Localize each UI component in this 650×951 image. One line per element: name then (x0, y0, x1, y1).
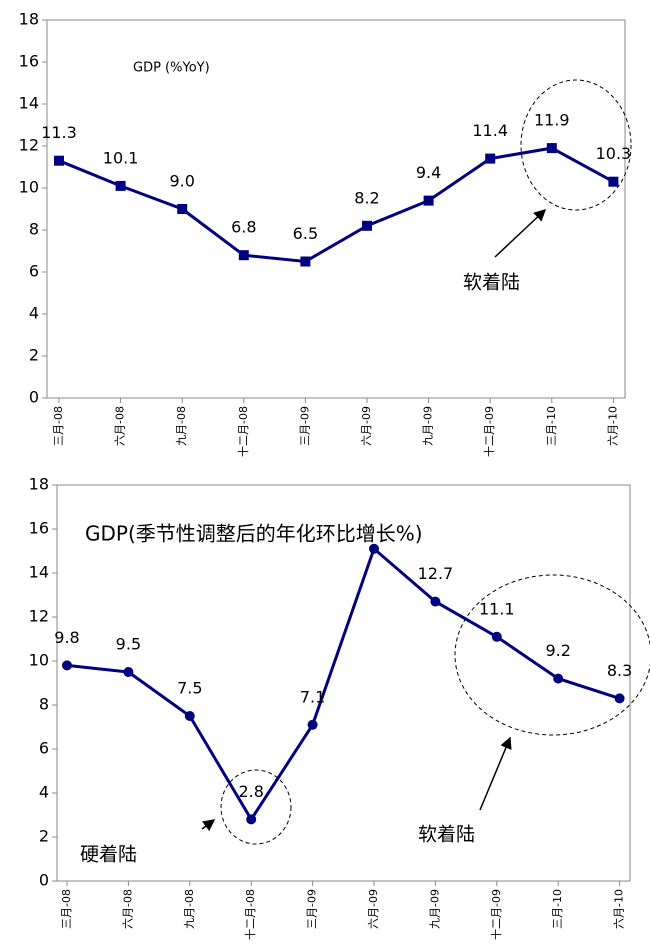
arrow (201, 819, 216, 832)
plot-frame (46, 19, 626, 399)
x-tick-label: 十二月-09 (489, 889, 503, 940)
chart-subtitle: GDP (%YoY) (133, 61, 210, 76)
data-label: 9.2 (545, 641, 570, 660)
y-tick-label: 16 (19, 52, 39, 71)
marker (362, 220, 372, 231)
y-tick-label: 14 (29, 563, 49, 582)
marker (115, 180, 126, 191)
marker (491, 631, 502, 642)
data-label: 11.4 (472, 121, 508, 140)
marker (430, 596, 441, 607)
y-tick-label: 10 (29, 651, 49, 670)
data-label: 8.3 (607, 661, 632, 680)
data-label: 2.8 (238, 782, 263, 801)
x-tick-label: 三月-09 (306, 889, 319, 929)
data-label: 6.5 (293, 224, 318, 243)
x-tick-label: 三月-08 (60, 889, 73, 929)
data-label: 9.5 (116, 635, 141, 654)
y-tick-label: 0 (39, 871, 49, 890)
x-tick-label: 六月-09 (360, 406, 373, 446)
x-tick-label: 三月-10 (551, 889, 564, 929)
x-tick-label: 三月-09 (298, 406, 311, 446)
highlight-circle (520, 79, 632, 211)
y-tick-label: 16 (29, 519, 49, 538)
x-tick-label: 三月-10 (545, 406, 558, 446)
x-tick-label: 九月-08 (175, 406, 188, 446)
x-tick-label: 六月-10 (613, 889, 626, 929)
marker (62, 660, 72, 671)
arrow (479, 736, 512, 811)
marker (553, 673, 564, 684)
arrow (494, 208, 547, 258)
x-tick-label: 十二月-09 (482, 406, 496, 457)
annotation: 软着陆 (418, 824, 475, 846)
data-label: 11.1 (479, 599, 515, 618)
data-label: 12.7 (418, 564, 454, 583)
annotation: 硬着陆 (80, 844, 137, 866)
marker (123, 667, 134, 677)
x-tick-label: 九月-09 (428, 889, 441, 929)
y-tick-label: 6 (39, 739, 49, 758)
x-tick-label: 六月-08 (121, 889, 134, 929)
marker (614, 693, 625, 704)
x-tick-label: 三月-08 (52, 406, 65, 446)
data-label: 9.4 (416, 163, 441, 182)
marker (546, 143, 557, 154)
data-label: 11.3 (41, 123, 77, 142)
y-tick-label: 8 (39, 695, 49, 714)
y-tick-label: 2 (29, 346, 39, 365)
highlight-circle (220, 769, 292, 845)
y-tick-label: 2 (39, 827, 49, 846)
marker (300, 256, 311, 267)
marker (54, 155, 64, 166)
data-label: 10.1 (103, 148, 139, 167)
y-tick-label: 12 (29, 607, 49, 626)
x-tick-label: 六月-09 (367, 889, 380, 929)
annotation: 软着陆 (463, 272, 520, 294)
y-tick-label: 4 (29, 304, 39, 323)
marker (238, 250, 249, 261)
x-tick-label: 六月-10 (606, 406, 619, 446)
data-label: 8.2 (354, 188, 379, 207)
y-tick-label: 14 (19, 94, 39, 113)
data-label: 7.1 (300, 687, 325, 706)
line (66, 546, 621, 823)
y-tick-label: 10 (19, 178, 39, 197)
y-tick-label: 18 (29, 475, 49, 494)
line (58, 146, 615, 264)
x-tick-label: 十二月-08 (236, 406, 250, 457)
chart-title: GDP(季节性调整后的年化环比增长%) (85, 522, 423, 546)
data-label: 7.5 (177, 679, 202, 698)
y-tick-label: 8 (29, 220, 39, 239)
marker (307, 719, 318, 730)
data-label: 9.8 (54, 628, 79, 647)
data-label: 9.0 (169, 172, 194, 191)
marker (177, 204, 188, 214)
marker (423, 195, 434, 206)
marker (485, 153, 496, 164)
y-tick-label: 4 (39, 783, 49, 802)
y-tick-label: 18 (19, 10, 39, 29)
x-tick-label: 九月-08 (183, 889, 196, 929)
data-label: 10.3 (596, 144, 632, 163)
y-tick-label: 0 (29, 388, 39, 407)
marker (608, 176, 619, 187)
data-label: 11.9 (534, 111, 570, 130)
y-tick-label: 12 (19, 136, 39, 155)
y-tick-label: 6 (29, 262, 39, 281)
marker (246, 814, 257, 825)
marker (369, 543, 379, 554)
marker (184, 711, 195, 721)
x-tick-label: 九月-09 (422, 406, 435, 446)
x-tick-label: 六月-08 (114, 406, 127, 446)
data-label: 6.8 (231, 218, 256, 237)
plot-frame (56, 484, 631, 882)
x-tick-label: 十二月-08 (243, 889, 257, 940)
